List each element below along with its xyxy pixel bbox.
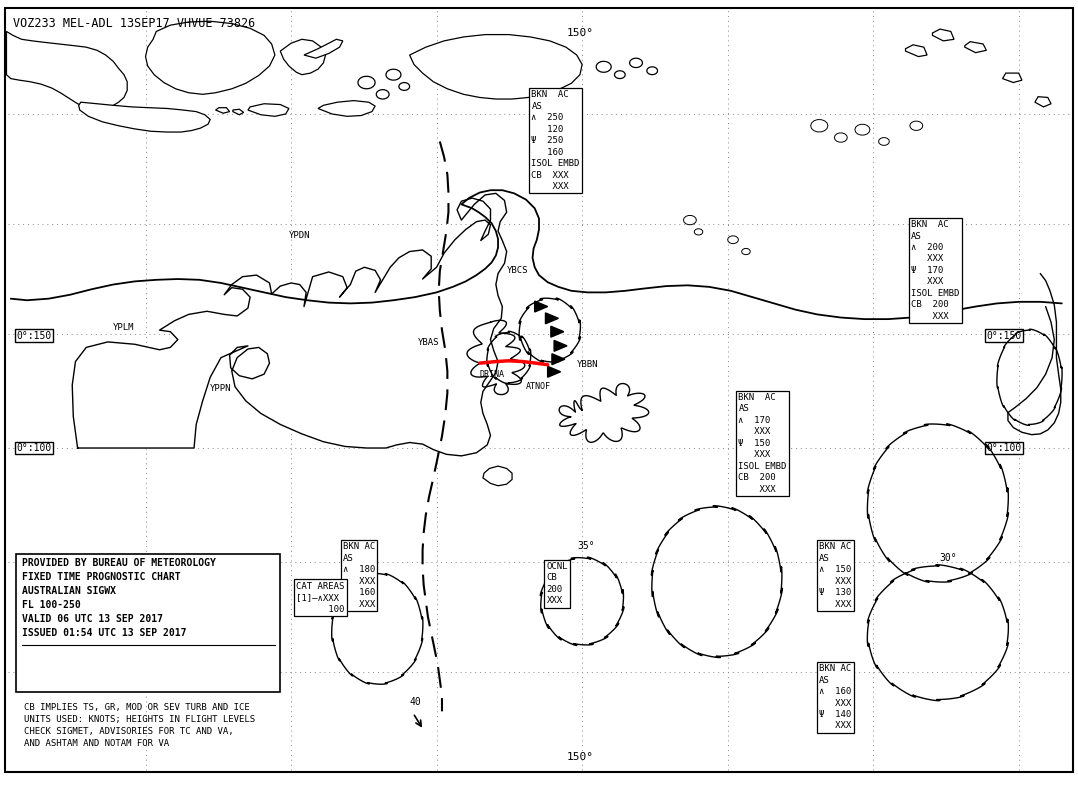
- Text: 0°:150: 0°:150: [16, 331, 52, 340]
- Text: 35°: 35°: [578, 542, 595, 551]
- Text: YPPN: YPPN: [210, 384, 232, 393]
- Polygon shape: [879, 138, 889, 145]
- Polygon shape: [6, 31, 127, 108]
- Polygon shape: [410, 35, 582, 99]
- Text: BKN AC
AS
∧  150
   XXX
Ψ  130
   XXX: BKN AC AS ∧ 150 XXX Ψ 130 XXX: [819, 542, 852, 608]
- Polygon shape: [399, 83, 410, 90]
- Text: 150°: 150°: [566, 28, 594, 38]
- Text: DRINA: DRINA: [480, 369, 505, 379]
- Polygon shape: [216, 108, 230, 113]
- Polygon shape: [647, 67, 658, 75]
- Polygon shape: [596, 61, 611, 72]
- Text: YBAS: YBAS: [418, 339, 440, 347]
- Text: OCNL
CB
200
XXX: OCNL CB 200 XXX: [547, 562, 568, 605]
- Polygon shape: [233, 109, 244, 115]
- Text: CB IMPLIES TS, GR, MOD OR SEV TURB AND ICE
UNITS USED: KNOTS; HEIGHTS IN FLIGHT : CB IMPLIES TS, GR, MOD OR SEV TURB AND I…: [24, 703, 254, 747]
- Text: 30°: 30°: [940, 553, 957, 563]
- Text: 0°:100: 0°:100: [16, 443, 52, 453]
- Polygon shape: [694, 229, 703, 235]
- Text: BKN AC
AS
∧  160
   XXX
Ψ  140
   XXX: BKN AC AS ∧ 160 XXX Ψ 140 XXX: [819, 664, 852, 730]
- Polygon shape: [630, 58, 642, 68]
- Text: YPDN: YPDN: [289, 231, 310, 240]
- Text: 0°:100: 0°:100: [986, 443, 1022, 453]
- Polygon shape: [483, 466, 512, 486]
- Polygon shape: [358, 76, 375, 89]
- Bar: [16, 554, 280, 692]
- Text: CAT AREAS
[1]—∧XXX
      100: CAT AREAS [1]—∧XXX 100: [296, 582, 345, 614]
- Text: ATNOF: ATNOF: [526, 382, 551, 391]
- Polygon shape: [386, 69, 401, 80]
- Polygon shape: [146, 21, 275, 94]
- Text: YBCS: YBCS: [507, 266, 528, 275]
- Polygon shape: [304, 39, 343, 58]
- Polygon shape: [910, 121, 923, 130]
- Text: BKN  AC
AS
∧  200
   XXX
Ψ  170
   XXX
ISOL EMBD
CB  200
    XXX: BKN AC AS ∧ 200 XXX Ψ 170 XXX ISOL EMBD …: [911, 220, 959, 321]
- Polygon shape: [855, 124, 870, 135]
- Polygon shape: [834, 133, 847, 142]
- Polygon shape: [280, 39, 326, 75]
- Text: YPLM: YPLM: [113, 324, 135, 332]
- Text: YBBN: YBBN: [577, 361, 598, 369]
- Polygon shape: [1035, 97, 1051, 107]
- Text: VOZ233 MEL-ADL 13SEP17 VHVUE 73826: VOZ233 MEL-ADL 13SEP17 VHVUE 73826: [13, 17, 255, 31]
- Text: 40: 40: [410, 696, 420, 707]
- Polygon shape: [906, 45, 927, 57]
- Text: BKN  AC
AS
∧  170
   XXX
Ψ  150
   XXX
ISOL EMBD
CB  200
    XXX: BKN AC AS ∧ 170 XXX Ψ 150 XXX ISOL EMBD …: [738, 393, 787, 494]
- Polygon shape: [376, 90, 389, 99]
- Polygon shape: [742, 248, 750, 255]
- Text: 150°: 150°: [566, 752, 594, 762]
- Polygon shape: [318, 101, 375, 116]
- Polygon shape: [932, 29, 954, 41]
- Polygon shape: [811, 119, 828, 132]
- Polygon shape: [683, 215, 696, 225]
- Text: 0°:150: 0°:150: [986, 331, 1022, 340]
- Polygon shape: [72, 193, 507, 456]
- Text: BKN  AC
AS
∧  250
   120
Ψ  250
   160
ISOL EMBD
CB  XXX
    XXX: BKN AC AS ∧ 250 120 Ψ 250 160 ISOL EMBD …: [531, 90, 580, 191]
- Polygon shape: [614, 71, 625, 79]
- Polygon shape: [79, 102, 210, 132]
- Text: PROVIDED BY BUREAU OF METEOROLOGY
FIXED TIME PROGNOSTIC CHART
AUSTRALIAN SIGWX
F: PROVIDED BY BUREAU OF METEOROLOGY FIXED …: [22, 558, 216, 638]
- Text: BKN AC
AS
∧  180
   XXX
Ψ  160
   XXX: BKN AC AS ∧ 180 XXX Ψ 160 XXX: [343, 542, 375, 608]
- Polygon shape: [248, 104, 289, 116]
- Polygon shape: [965, 42, 986, 53]
- Polygon shape: [1003, 73, 1022, 83]
- Polygon shape: [728, 236, 738, 244]
